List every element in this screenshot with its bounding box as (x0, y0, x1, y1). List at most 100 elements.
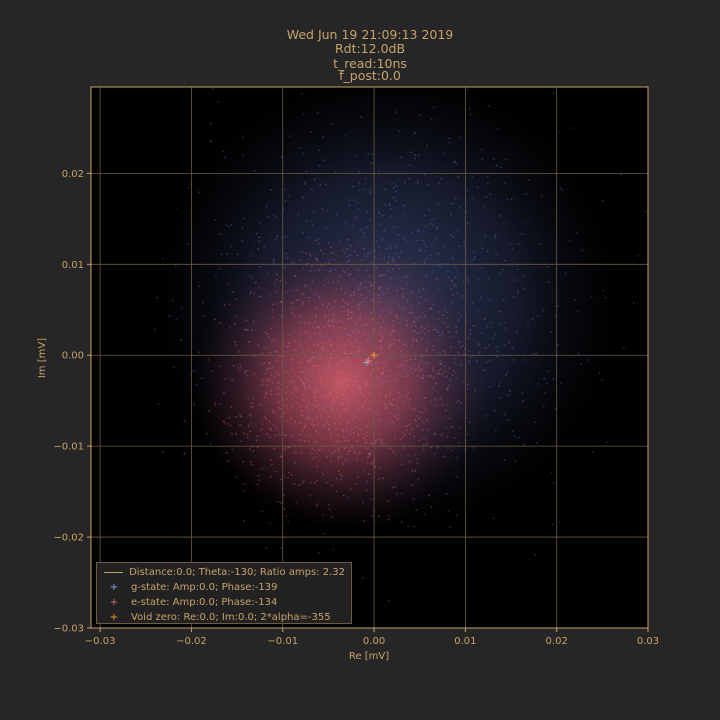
scatter-point (392, 268, 394, 270)
scatter-point (504, 413, 506, 416)
scatter-point (330, 123, 333, 125)
scatter-point (350, 446, 352, 448)
scatter-point (423, 261, 426, 264)
scatter-point (193, 370, 195, 372)
scatter-point (307, 379, 310, 381)
scatter-point (331, 320, 333, 322)
scatter-point (431, 271, 434, 274)
scatter-point (415, 338, 418, 341)
scatter-point (437, 202, 439, 205)
scatter-point (369, 335, 372, 338)
scatter-point (338, 450, 341, 453)
scatter-point (336, 70, 338, 72)
scatter-point (340, 344, 343, 346)
scatter-point (310, 482, 313, 484)
scatter-point (496, 128, 499, 130)
e-state-points (161, 178, 525, 579)
scatter-point (260, 378, 263, 381)
scatter-point (365, 434, 368, 437)
scatter-point (172, 299, 174, 302)
scatter-point (285, 392, 287, 394)
scatter-point (310, 188, 313, 190)
scatter-point (496, 355, 498, 358)
scatter-point (416, 332, 419, 335)
scatter-point (264, 393, 267, 396)
scatter-point (400, 356, 403, 359)
scatter-point (261, 510, 263, 513)
scatter-point (287, 471, 290, 474)
scatter-point (227, 283, 229, 286)
scatter-point (294, 462, 296, 464)
scatter-point (334, 327, 337, 330)
scatter-point (481, 267, 483, 269)
scatter-point (421, 356, 423, 358)
scatter-point (319, 298, 321, 300)
scatter-point (403, 363, 405, 365)
scatter-point (469, 356, 472, 358)
scatter-point (228, 416, 231, 419)
scatter-point (315, 306, 317, 309)
scatter-point (323, 159, 326, 162)
scatter-point (302, 371, 305, 374)
scatter-point (433, 398, 436, 401)
scatter-point (359, 287, 361, 289)
scatter-point (257, 483, 259, 486)
scatter-point (306, 406, 309, 409)
scatter-point (311, 357, 314, 359)
scatter-point (293, 315, 296, 317)
scatter-point (466, 88, 469, 91)
scatter-point (259, 221, 261, 224)
scatter-point (580, 363, 582, 366)
scatter-point (287, 345, 289, 348)
scatter-point (225, 224, 227, 227)
scatter-point (437, 331, 439, 333)
scatter-point (407, 275, 409, 277)
scatter-point (342, 321, 344, 323)
scatter-point (486, 361, 488, 364)
scatter-point (506, 394, 509, 397)
scatter-point (328, 428, 330, 430)
scatter-point (298, 484, 300, 486)
scatter-point (302, 479, 305, 482)
scatter-point (290, 361, 293, 364)
scatter-point (273, 447, 276, 450)
scatter-point (312, 364, 315, 366)
scatter-point (415, 508, 417, 511)
scatter-point (270, 389, 272, 392)
scatter-point (489, 299, 491, 302)
scatter-point (376, 240, 378, 243)
scatter-point (462, 281, 465, 283)
scatter-point (332, 548, 335, 551)
scatter-point (219, 267, 222, 270)
scatter-point (280, 408, 282, 410)
scatter-point (382, 274, 385, 277)
scatter-point (394, 437, 397, 439)
scatter-point (504, 344, 506, 346)
scatter-point (422, 422, 425, 424)
scatter-point (257, 474, 259, 477)
scatter-point (365, 425, 368, 428)
scatter-point (242, 217, 245, 220)
scatter-point (453, 285, 455, 287)
scatter-point (317, 448, 320, 451)
scatter-point (377, 368, 379, 370)
scatter-point (393, 421, 395, 423)
scatter-point (337, 435, 339, 437)
scatter-point (442, 321, 445, 324)
scatter-point (358, 170, 360, 173)
scatter-point (326, 336, 329, 339)
scatter-point (396, 493, 398, 496)
scatter-point (310, 255, 313, 257)
scatter-point (285, 434, 287, 437)
scatter-point (425, 257, 428, 260)
scatter-point (340, 287, 343, 290)
scatter-point (334, 268, 336, 271)
scatter-point (496, 164, 498, 167)
scatter-point (335, 490, 338, 493)
scatter-point (423, 243, 425, 245)
scatter-point (423, 362, 425, 365)
scatter-point (286, 346, 288, 348)
scatter-point (283, 494, 285, 496)
scatter-point (398, 304, 401, 307)
scatter-point (261, 384, 263, 386)
